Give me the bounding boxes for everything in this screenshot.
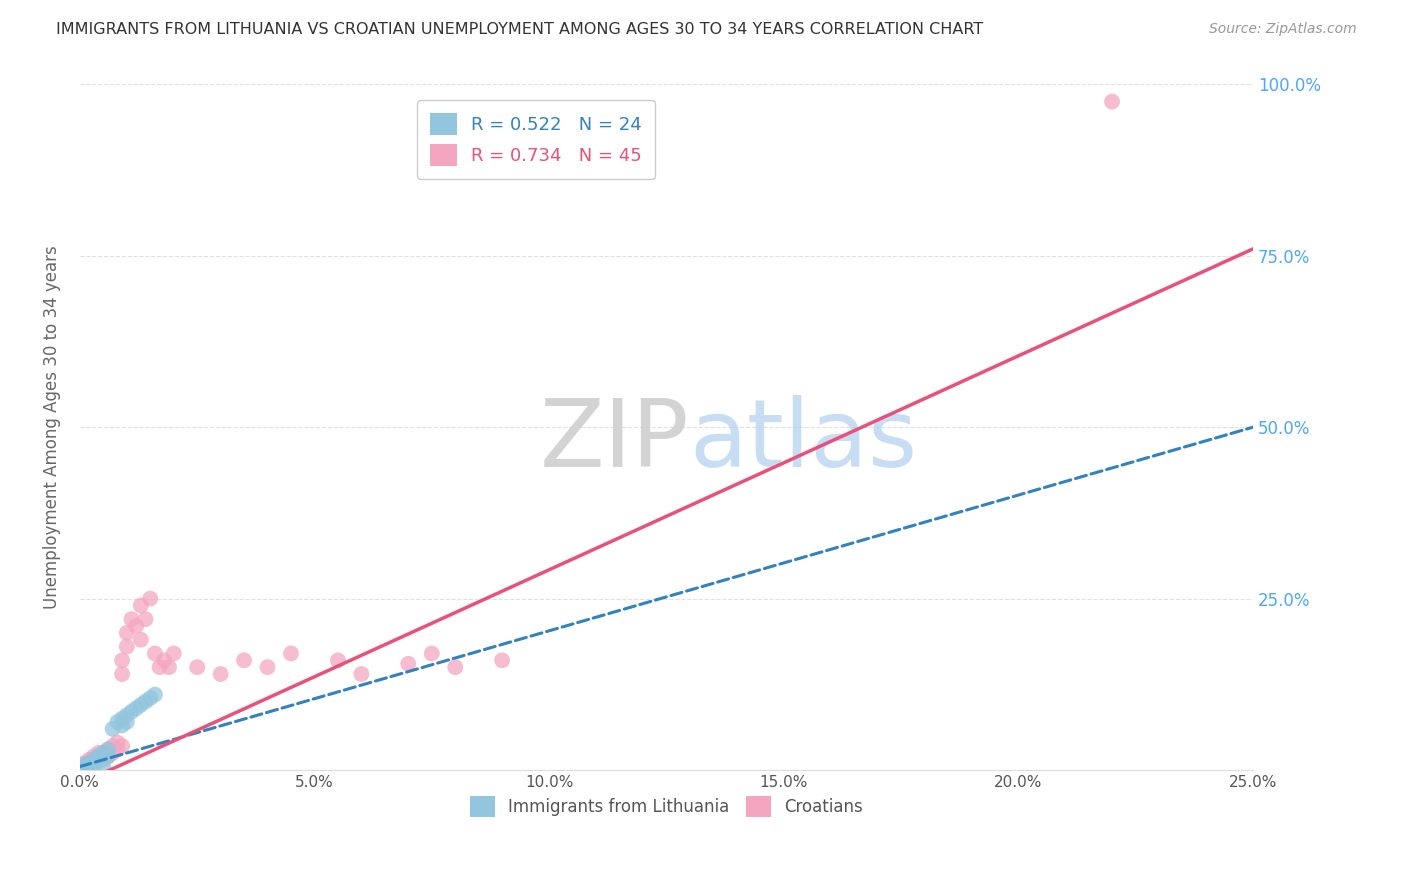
Point <box>115 640 138 654</box>
Point <box>111 718 134 732</box>
Point <box>115 708 138 723</box>
Point <box>135 694 157 708</box>
Point <box>83 756 105 771</box>
Point <box>444 660 467 674</box>
Point <box>107 714 129 729</box>
Point <box>121 705 143 719</box>
Point <box>91 746 114 760</box>
Point <box>139 691 162 706</box>
Point <box>143 647 166 661</box>
Point <box>83 753 105 767</box>
Point <box>91 753 114 767</box>
Point <box>149 660 172 674</box>
Point <box>77 756 100 771</box>
Point <box>396 657 419 671</box>
Point <box>121 612 143 626</box>
Point <box>350 667 373 681</box>
Point <box>115 626 138 640</box>
Point <box>83 749 105 764</box>
Point <box>87 749 110 764</box>
Point <box>73 757 96 772</box>
Point <box>115 714 138 729</box>
Point <box>280 647 302 661</box>
Point <box>491 653 513 667</box>
Point <box>125 701 148 715</box>
Point <box>77 759 100 773</box>
Point <box>87 753 110 767</box>
Text: ZIP: ZIP <box>540 395 690 487</box>
Point <box>157 660 180 674</box>
Point <box>111 712 134 726</box>
Point <box>87 746 110 760</box>
Point <box>129 599 152 613</box>
Point <box>87 749 110 764</box>
Point <box>163 647 186 661</box>
Point <box>111 739 134 753</box>
Legend: Immigrants from Lithuania, Croatians: Immigrants from Lithuania, Croatians <box>463 789 870 823</box>
Point <box>125 619 148 633</box>
Point <box>256 660 278 674</box>
Point <box>97 749 120 764</box>
Point <box>326 653 349 667</box>
Point <box>101 739 124 753</box>
Text: atlas: atlas <box>690 395 918 487</box>
Point <box>73 756 96 771</box>
Point <box>129 698 152 712</box>
Point <box>135 612 157 626</box>
Point <box>97 749 120 764</box>
Point <box>139 591 162 606</box>
Point <box>143 688 166 702</box>
Point <box>101 746 124 760</box>
Point <box>83 753 105 767</box>
Point <box>101 722 124 736</box>
Point <box>153 653 176 667</box>
Point <box>107 735 129 749</box>
Point <box>111 653 134 667</box>
Point <box>186 660 208 674</box>
Point <box>77 753 100 767</box>
Point <box>91 746 114 760</box>
Point <box>129 632 152 647</box>
Point <box>97 742 120 756</box>
Text: Source: ZipAtlas.com: Source: ZipAtlas.com <box>1209 22 1357 37</box>
Point <box>209 667 232 681</box>
Point <box>91 759 114 773</box>
Point <box>73 759 96 773</box>
Point <box>1101 95 1123 109</box>
Point <box>107 742 129 756</box>
Text: IMMIGRANTS FROM LITHUANIA VS CROATIAN UNEMPLOYMENT AMONG AGES 30 TO 34 YEARS COR: IMMIGRANTS FROM LITHUANIA VS CROATIAN UN… <box>56 22 983 37</box>
Point <box>77 756 100 771</box>
Point <box>83 759 105 773</box>
Point <box>111 667 134 681</box>
Point <box>97 742 120 756</box>
Y-axis label: Unemployment Among Ages 30 to 34 years: Unemployment Among Ages 30 to 34 years <box>44 245 60 609</box>
Point <box>420 647 443 661</box>
Point <box>73 759 96 773</box>
Point <box>233 653 256 667</box>
